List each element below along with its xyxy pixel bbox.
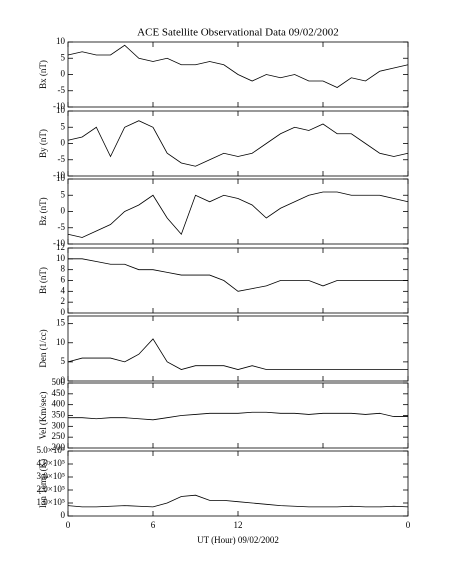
y-axis-label: By (nT) — [38, 129, 48, 158]
y-tick-label: 4.0×10⁵ — [37, 458, 65, 468]
y-tick-label: 8 — [61, 264, 66, 274]
y-tick-label: 10 — [56, 36, 66, 46]
y-tick-label: 500 — [52, 377, 66, 387]
data-line — [67, 191, 409, 238]
y-tick-label: 4 — [61, 285, 66, 295]
y-tick-label: 10 — [56, 253, 66, 263]
data-line — [67, 44, 409, 88]
y-tick-label: 1.0×10⁵ — [37, 497, 65, 507]
y-tick-label: 5 — [61, 356, 66, 366]
y-tick-label: 5 — [61, 189, 66, 199]
y-tick-label: 0 — [61, 307, 66, 317]
y-tick-label: 250 — [52, 431, 66, 441]
y-tick-label: -5 — [58, 85, 66, 95]
y-tick-label: 0 — [61, 138, 66, 148]
y-tick-label: 10 — [56, 173, 66, 183]
y-tick-label: 0 — [61, 206, 66, 216]
y-tick-label: 350 — [52, 410, 66, 420]
data-line — [67, 120, 409, 167]
data-line — [67, 494, 409, 508]
x-axis-label: UT (Hour) 09/02/2002 — [197, 535, 279, 545]
data-line — [68, 411, 408, 421]
y-tick-label: 6 — [61, 275, 66, 285]
x-tick-label: 0 — [406, 520, 411, 530]
y-tick-label: -10 — [53, 101, 65, 111]
y-axis-label: Ion Temp (K) — [38, 459, 48, 508]
y-tick-label: 2 — [61, 296, 66, 306]
y-tick-label: -10 — [53, 170, 65, 180]
y-tick-label: 5 — [61, 121, 66, 131]
plot-frame — [67, 315, 409, 382]
chart-title: ACE Satellite Observational Data 09/02/2… — [137, 27, 339, 39]
y-tick-label: 12 — [56, 242, 65, 252]
x-tick-label: 0 — [66, 520, 71, 530]
data-line — [67, 338, 408, 370]
y-tick-label: 3.0×10⁵ — [37, 471, 65, 481]
y-tick-label: 5 — [61, 52, 66, 62]
y-tick-label: 200 — [52, 442, 66, 452]
y-tick-label: 0 — [61, 69, 66, 79]
y-tick-label: 5.0×10⁵ — [37, 445, 65, 455]
y-tick-label: 300 — [52, 420, 66, 430]
data-line — [68, 258, 408, 292]
y-tick-label: -5 — [58, 154, 66, 164]
y-tick-label: 10 — [56, 105, 66, 115]
y-axis-label: Bz (nT) — [38, 197, 48, 225]
y-tick-label: -10 — [53, 238, 65, 248]
y-tick-label: 400 — [52, 399, 66, 409]
plot-frame — [67, 178, 409, 245]
plot-frame — [67, 110, 409, 177]
y-axis-label: Bt (nT) — [38, 267, 48, 294]
plot-frame — [67, 382, 409, 449]
y-tick-label: 2.0×10⁵ — [37, 484, 65, 494]
y-axis-label: Vel (Km/sec) — [38, 392, 48, 440]
y-tick-label: 0 — [61, 510, 66, 520]
x-tick-label: 12 — [234, 520, 243, 530]
x-tick-label: 6 — [151, 520, 156, 530]
y-tick-label: -5 — [58, 222, 66, 232]
y-tick-label: 450 — [52, 388, 66, 398]
y-axis-label: Bx (nT) — [38, 60, 48, 89]
y-tick-label: 10 — [56, 337, 66, 347]
y-tick-label: 0 — [61, 375, 66, 385]
y-tick-label: 15 — [56, 318, 66, 328]
y-axis-label: Den (1/cc) — [38, 329, 48, 367]
